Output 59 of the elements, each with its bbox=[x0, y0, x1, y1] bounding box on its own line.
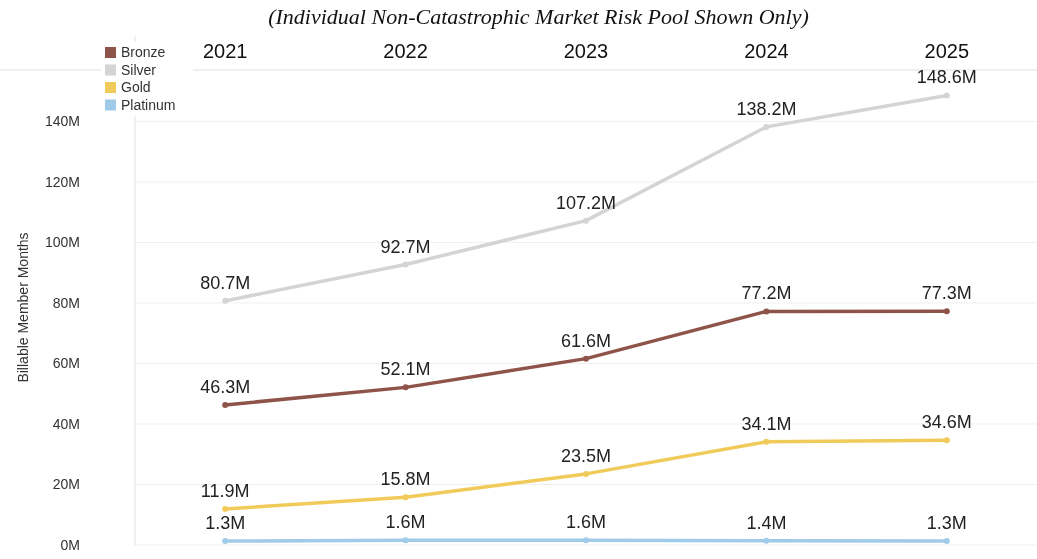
legend-label: Bronze bbox=[121, 44, 166, 60]
data-label: 1.3M bbox=[205, 513, 246, 534]
data-label: 1.4M bbox=[746, 512, 787, 533]
point bbox=[583, 470, 589, 477]
y-tick-label: 40M bbox=[52, 415, 80, 432]
data-label: 77.3M bbox=[921, 283, 972, 304]
point bbox=[402, 261, 409, 268]
data-label: 61.6M bbox=[560, 330, 612, 351]
x-tick-label: 2021 bbox=[202, 40, 248, 62]
point bbox=[763, 308, 770, 315]
point bbox=[763, 438, 770, 445]
y-tick-label: 0M bbox=[60, 537, 80, 553]
y-tick-label: 120M bbox=[44, 173, 80, 190]
data-label: 138.2M bbox=[736, 98, 797, 119]
point bbox=[763, 123, 770, 130]
y-tick-label: 20M bbox=[52, 476, 80, 493]
data-label: 148.6M bbox=[916, 67, 977, 88]
x-tick-label: 2023 bbox=[563, 40, 609, 62]
legend-label: Gold bbox=[121, 79, 151, 95]
data-label: 107.2M bbox=[555, 192, 617, 213]
point bbox=[943, 538, 950, 545]
data-label: 77.2M bbox=[741, 283, 792, 304]
point bbox=[222, 506, 229, 512]
point bbox=[763, 537, 770, 544]
data-label: 34.1M bbox=[741, 413, 792, 434]
point bbox=[583, 217, 589, 224]
y-tick-label: 100M bbox=[44, 234, 80, 251]
data-label: 80.7M bbox=[200, 272, 251, 293]
x-tick-label: 2022 bbox=[383, 40, 428, 62]
x-tick-label: 2025 bbox=[924, 40, 970, 62]
data-label: 52.1M bbox=[380, 359, 431, 380]
data-label: 46.3M bbox=[200, 376, 251, 397]
y-tick-label: 80M bbox=[52, 294, 80, 311]
point bbox=[943, 308, 950, 315]
chart-subtitle: (Individual Non-Catastrophic Market Risk Pool Shown Only) bbox=[268, 4, 809, 29]
point bbox=[222, 401, 229, 408]
data-label: 23.5M bbox=[560, 445, 612, 466]
data-label: 92.7M bbox=[380, 236, 431, 257]
legend-label: Silver bbox=[121, 61, 157, 78]
point bbox=[402, 537, 409, 544]
data-label: 34.6M bbox=[921, 412, 972, 433]
y-axis-title: Billable Member Months bbox=[15, 232, 31, 383]
point bbox=[402, 494, 409, 501]
x-tick-label: 2024 bbox=[744, 40, 789, 62]
data-label: 11.9M bbox=[200, 481, 250, 501]
point bbox=[943, 437, 950, 444]
y-tick-label: 140M bbox=[44, 113, 80, 130]
legend-label: Platinum bbox=[121, 96, 176, 113]
point bbox=[583, 355, 589, 362]
point bbox=[402, 384, 409, 391]
point bbox=[583, 537, 589, 544]
data-label: 1.3M bbox=[926, 513, 967, 534]
data-label: 1.6M bbox=[385, 512, 426, 533]
point bbox=[943, 92, 950, 99]
point bbox=[222, 297, 229, 304]
data-label: 15.8M bbox=[380, 469, 431, 490]
y-tick-label: 60M bbox=[52, 355, 80, 372]
data-label: 1.6M bbox=[565, 512, 607, 533]
point bbox=[222, 538, 229, 545]
